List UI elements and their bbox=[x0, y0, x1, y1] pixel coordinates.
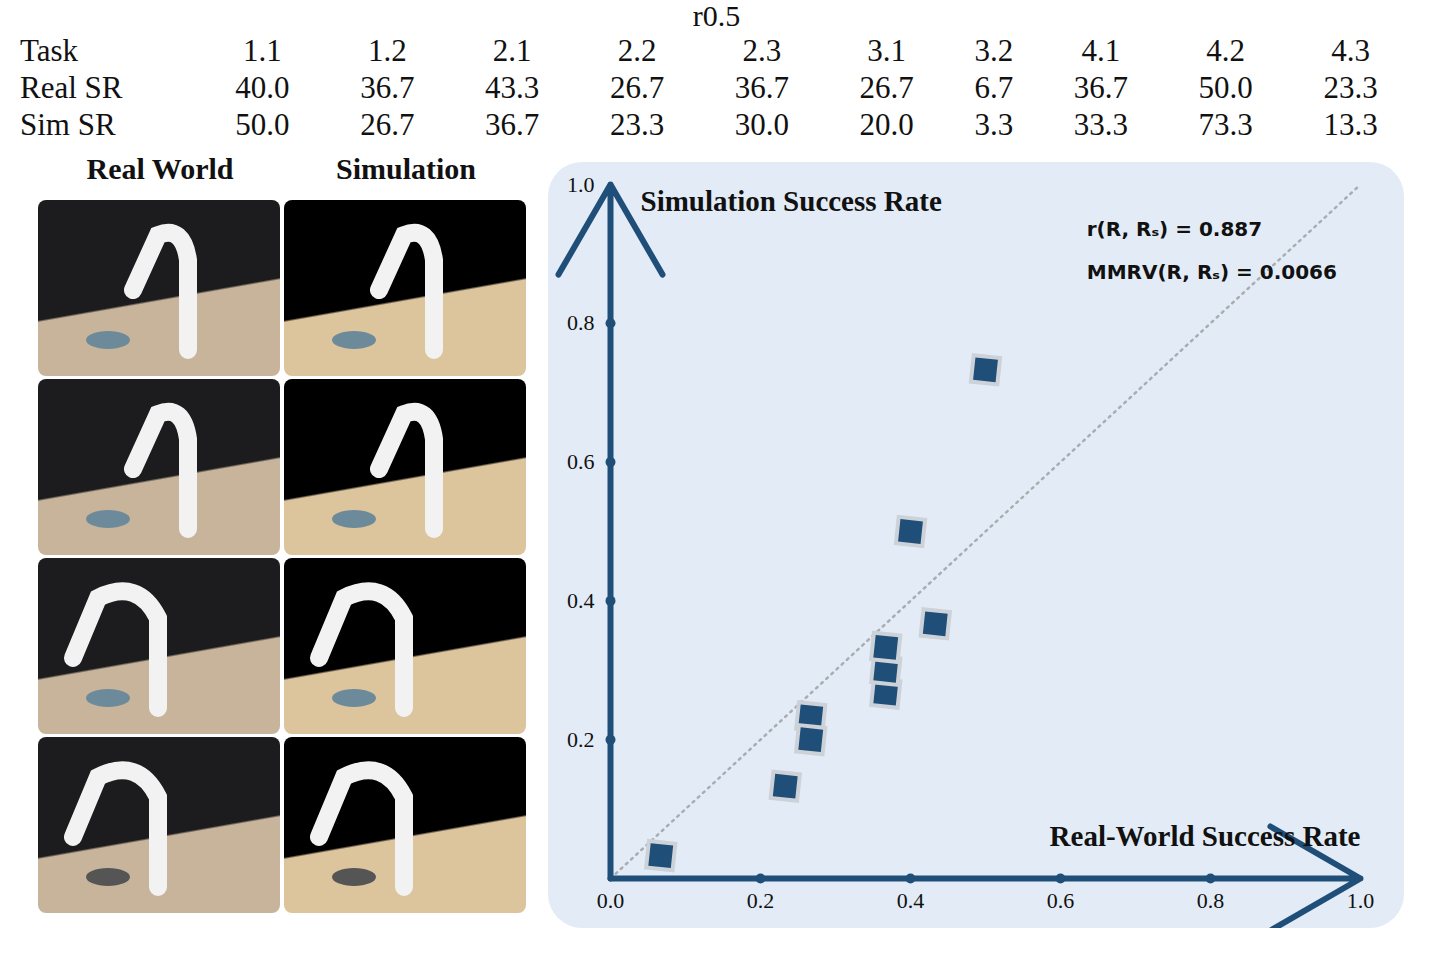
html-text:3.1: 3.1 bbox=[867, 33, 907, 68]
html-text:26.7: 26.7 bbox=[360, 107, 415, 142]
svg-text:0.8: 0.8 bbox=[1197, 888, 1225, 913]
html-text:4.3: 4.3 bbox=[1331, 33, 1370, 68]
html-text:2.3: 2.3 bbox=[742, 33, 782, 68]
svg-text:0.4: 0.4 bbox=[897, 888, 925, 913]
html-text:36.7: 36.7 bbox=[485, 107, 540, 142]
svg-text:Real-World Success Rate: Real-World Success Rate bbox=[1050, 820, 1361, 852]
html-text:4.2: 4.2 bbox=[1206, 33, 1245, 68]
html-text:36.7: 36.7 bbox=[360, 70, 415, 105]
html-text:Task: Task bbox=[20, 33, 79, 68]
svg-text:Simulation Success Rate: Simulation Success Rate bbox=[641, 185, 942, 217]
svg-text:0.0: 0.0 bbox=[597, 888, 625, 913]
html-text:26.7: 26.7 bbox=[859, 70, 914, 105]
svg-text:0.4: 0.4 bbox=[567, 588, 595, 613]
html-text:2.2: 2.2 bbox=[617, 33, 657, 68]
html-text:20.0: 20.0 bbox=[859, 107, 914, 142]
html-text:Sim SR: Sim SR bbox=[20, 107, 116, 142]
svg-text:1.0: 1.0 bbox=[1347, 888, 1375, 913]
html-text:26.7: 26.7 bbox=[609, 70, 665, 105]
html-text:r0.5: r0.5 bbox=[692, 0, 741, 32]
html-text:40.0: 40.0 bbox=[235, 70, 290, 105]
html-text:1.1: 1.1 bbox=[243, 33, 282, 68]
html-text:30.0: 30.0 bbox=[734, 107, 789, 142]
html-text:13.3: 13.3 bbox=[1323, 107, 1378, 142]
svg-text:0.6: 0.6 bbox=[567, 449, 595, 474]
html-text:3.2: 3.2 bbox=[974, 33, 1014, 68]
html-text:1.2: 1.2 bbox=[367, 33, 407, 68]
html-text:Real World: Real World bbox=[86, 152, 234, 185]
svg-text:0.2: 0.2 bbox=[747, 888, 775, 913]
html-text:36.7: 36.7 bbox=[1073, 70, 1128, 105]
html-text:73.3: 73.3 bbox=[1198, 107, 1253, 142]
html-text:6.7: 6.7 bbox=[974, 70, 1014, 105]
html-text:36.7: 36.7 bbox=[734, 70, 789, 105]
html-text:50.0: 50.0 bbox=[1198, 70, 1253, 105]
html-text:Simulation: Simulation bbox=[336, 152, 476, 185]
html-text:50.0: 50.0 bbox=[235, 107, 290, 142]
svg-text:1.0: 1.0 bbox=[567, 172, 595, 197]
html-text:23.3: 23.3 bbox=[1323, 70, 1378, 105]
html-text:2.1: 2.1 bbox=[492, 33, 532, 68]
html-text:Real SR: Real SR bbox=[20, 70, 123, 105]
html-text:33.3: 33.3 bbox=[1073, 107, 1128, 142]
svg-text:r(R, Rₛ) = 0.887: r(R, Rₛ) = 0.887 bbox=[1087, 217, 1262, 241]
svg-text:0.2: 0.2 bbox=[567, 727, 595, 752]
html-text:43.3: 43.3 bbox=[485, 70, 540, 105]
html-text:3.3: 3.3 bbox=[974, 107, 1014, 142]
html-text:23.3: 23.3 bbox=[609, 107, 665, 142]
svg-text:MMRV(R, Rₛ) = 0.0066: MMRV(R, Rₛ) = 0.0066 bbox=[1087, 260, 1337, 284]
svg-text:0.8: 0.8 bbox=[567, 310, 595, 335]
svg-text:0.6: 0.6 bbox=[1047, 888, 1075, 913]
html-text:4.1: 4.1 bbox=[1081, 33, 1121, 68]
